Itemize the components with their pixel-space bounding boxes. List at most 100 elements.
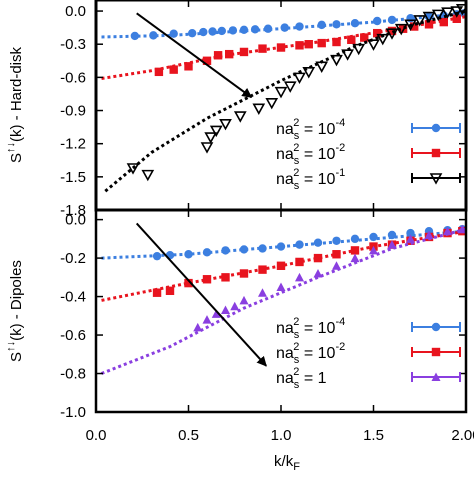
series-2-point	[169, 65, 178, 74]
y-tick-label: -1.8	[60, 202, 86, 219]
series-1-point	[202, 248, 212, 257]
y-tick-label: -0.2	[60, 250, 86, 267]
series-3-point	[385, 28, 399, 40]
series-3-point	[193, 322, 203, 332]
series-2-point	[317, 38, 326, 48]
series-3-point	[302, 67, 316, 79]
legend-marker-1	[431, 322, 441, 332]
series-1-point	[387, 15, 397, 25]
legend-marker-2	[431, 148, 441, 158]
series-3-point	[350, 253, 360, 263]
series-3-point	[367, 39, 380, 51]
y-tick-label: -0.8	[60, 366, 86, 383]
y-tick-label: -0.3	[60, 36, 86, 53]
panel-2: 0.0-0.2-0.4-0.6-0.8-1.00.00.51.01.52.00n…	[5, 208, 474, 473]
series-2-point	[239, 269, 249, 278]
series-3-point	[276, 282, 286, 291]
series-1-point	[317, 20, 326, 30]
series-2-point	[347, 35, 356, 44]
series-1-point	[332, 20, 341, 29]
legend-label-3: nas2 = 1	[276, 366, 327, 391]
series-3-point	[295, 272, 304, 282]
series-3-point	[126, 163, 140, 175]
series-2-point	[152, 288, 162, 297]
series-2-point	[225, 49, 234, 59]
series-3-point	[413, 15, 427, 27]
series-3-point	[330, 54, 343, 67]
y-tick-label: -0.6	[60, 69, 86, 86]
series-3-point	[230, 301, 240, 311]
series-2-point	[154, 67, 164, 77]
y-tick-label: -1.5	[60, 169, 86, 186]
series-1-point	[280, 23, 289, 32]
series-2-point	[258, 265, 267, 274]
series-1-point	[406, 14, 415, 23]
series-3-point	[293, 72, 306, 85]
series-3-point	[265, 97, 279, 110]
series-2-point	[424, 20, 434, 29]
legend-label-2: nas2 = 10-2	[276, 341, 345, 366]
series-3-point	[457, 224, 466, 234]
series-2-point	[452, 14, 461, 23]
series-1-point	[221, 246, 230, 255]
series-1-point	[406, 228, 415, 238]
series-1-point	[152, 251, 162, 261]
series-2-point	[439, 17, 448, 27]
series-3-point	[406, 234, 415, 243]
series-1-point	[239, 25, 249, 35]
series-3-point	[274, 86, 288, 99]
series-1-point	[276, 242, 286, 251]
trend-arrow	[136, 12, 253, 99]
series-3-point	[283, 81, 297, 93]
series-3-point	[239, 295, 249, 305]
series-1-point	[208, 27, 217, 36]
series-1-point	[263, 24, 273, 33]
series-3-fit-line	[104, 9, 466, 193]
series-1-point	[184, 250, 193, 259]
series-1-point	[387, 230, 397, 240]
y-tick-label: -0.6	[60, 327, 86, 344]
x-axis-label: k/kF	[274, 453, 300, 473]
series-3-fit-line	[100, 227, 466, 375]
series-1-point	[217, 26, 226, 36]
series-2-point	[295, 41, 304, 50]
series-1-point	[295, 22, 304, 31]
legend-marker-3	[431, 372, 441, 381]
y-tick-label: 0.0	[65, 3, 86, 20]
series-1-point	[130, 31, 140, 41]
legend-label-2: nas2 = 10-2	[276, 142, 345, 167]
series-2-point	[313, 253, 323, 263]
series-1-point	[369, 232, 378, 242]
series-1-point	[228, 26, 238, 35]
x-tick-label: 1.5	[363, 427, 384, 444]
plot-area	[100, 224, 466, 375]
x-tick-label: 0.5	[178, 427, 199, 444]
series-2-point	[398, 24, 408, 33]
series-2-point	[295, 257, 304, 267]
series-3-point	[315, 61, 329, 73]
series-3-point	[404, 19, 417, 31]
series-1-point	[350, 19, 360, 28]
series-2-point	[360, 33, 369, 42]
x-tick-label: 2.00	[451, 427, 474, 444]
series-3-point	[200, 142, 214, 154]
series-2-point	[350, 246, 360, 255]
series-2-point	[276, 43, 286, 52]
series-3-point	[424, 230, 434, 240]
legend-label-3: nas2 = 10-1	[276, 167, 345, 192]
series-1-point	[313, 238, 323, 247]
series-2-point	[165, 286, 175, 295]
legend-marker-3	[429, 173, 443, 185]
series-1-point	[332, 236, 341, 245]
series-3-point	[233, 111, 247, 123]
series-1-point	[350, 234, 360, 244]
series-2-point	[239, 47, 249, 57]
series-3-point	[352, 43, 366, 56]
y-tick-label: -1.0	[60, 404, 86, 421]
series-3-point	[313, 268, 323, 278]
series-1-point	[373, 16, 382, 26]
plot-frame	[94, 208, 468, 414]
series-2-point	[332, 37, 341, 47]
series-1-point	[188, 28, 197, 38]
y-tick-label: -1.2	[60, 136, 86, 153]
